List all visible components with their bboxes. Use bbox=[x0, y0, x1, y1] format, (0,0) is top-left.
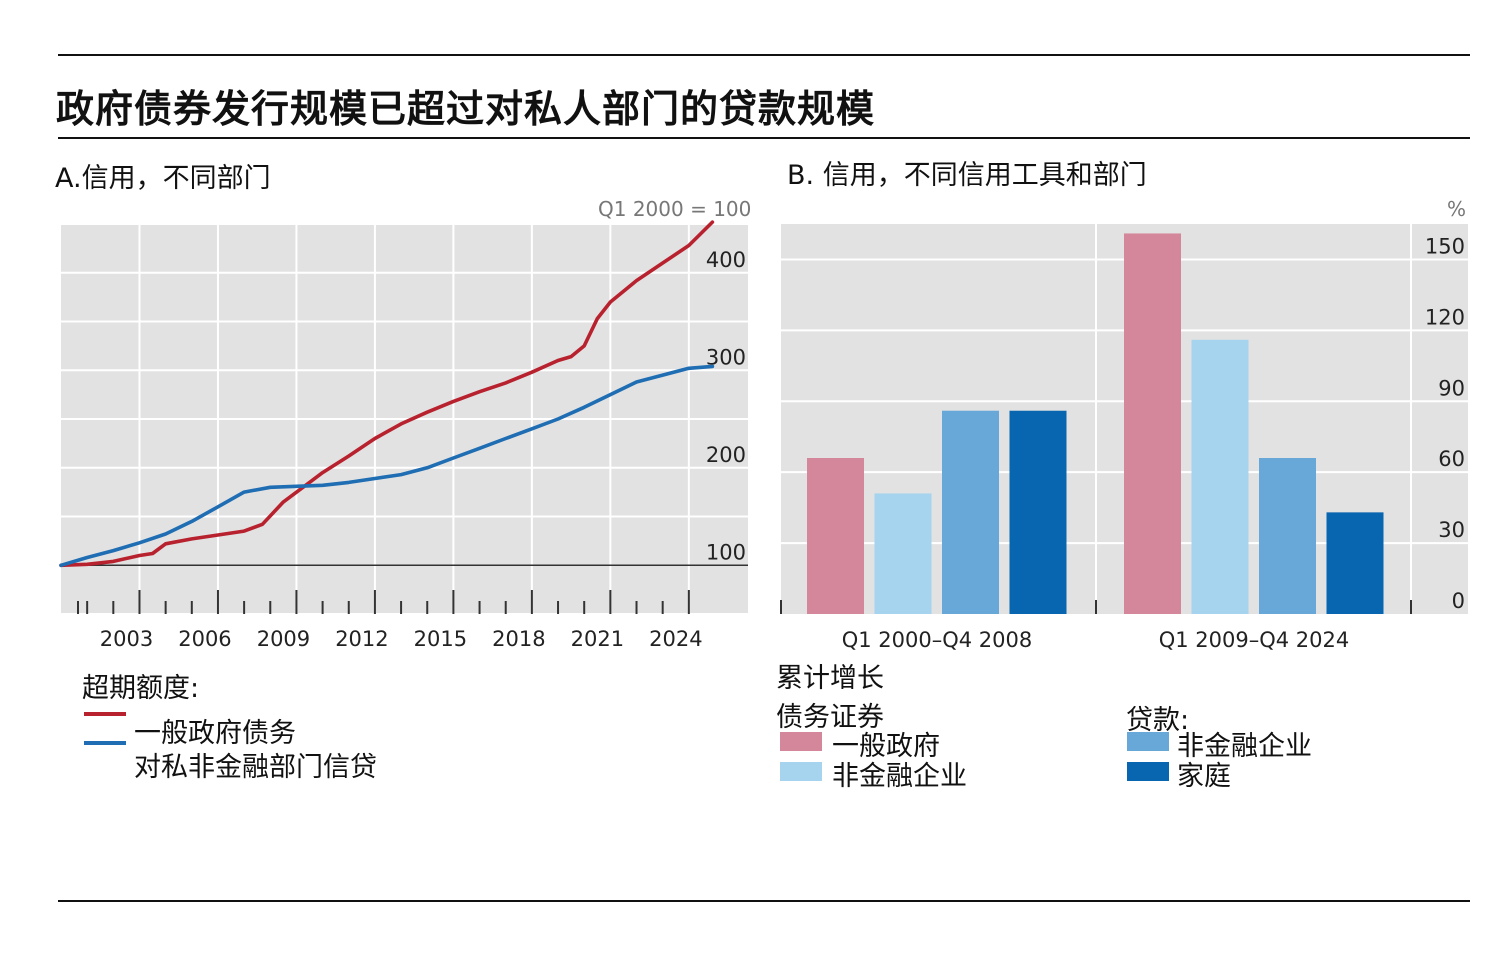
panel-a-legend-title: 超期额度: bbox=[82, 673, 200, 704]
x-category-label: Q1 2000–Q4 2008 bbox=[842, 628, 1033, 652]
legend-label-bar-4: 家庭 bbox=[1177, 761, 1231, 792]
legend-label-bar-2: 非金融企业 bbox=[832, 761, 967, 792]
panel-b-unit: % bbox=[1447, 197, 1467, 221]
series-line-private-credit bbox=[59, 364, 715, 568]
legend-swatch-bar-1 bbox=[780, 732, 822, 751]
legend-swatch-bar-4 bbox=[1127, 762, 1169, 781]
y-tick-label: 30 bbox=[1438, 518, 1465, 542]
bar bbox=[874, 493, 932, 614]
x-tick-label: 2015 bbox=[414, 627, 467, 651]
bar bbox=[1191, 339, 1249, 614]
y-tick-label: 0 bbox=[1452, 589, 1465, 613]
bar bbox=[1259, 458, 1316, 614]
series-line-government-debt bbox=[59, 220, 715, 568]
figure-title: 政府债券发行规模已超过对私人部门的贷款规模 bbox=[56, 87, 876, 131]
x-tick-label: 2012 bbox=[335, 627, 388, 651]
top-rule bbox=[58, 54, 1470, 56]
legend-swatch-private-credit bbox=[84, 741, 126, 745]
bar bbox=[1124, 233, 1181, 615]
x-tick-label: 2003 bbox=[100, 627, 153, 651]
y-tick-label: 90 bbox=[1438, 376, 1465, 400]
bottom-rule bbox=[58, 900, 1470, 902]
bar bbox=[1009, 410, 1067, 614]
legend-group-loans: 贷款: bbox=[1126, 705, 1190, 736]
legend-swatch-bar-2 bbox=[780, 762, 822, 781]
x-tick-label: 2009 bbox=[257, 627, 310, 651]
panel-a-unit: Q1 2000 = 100 bbox=[598, 197, 752, 221]
panel-a-title: A.信用，不同部门 bbox=[55, 163, 271, 194]
bar bbox=[1326, 512, 1384, 614]
title-rule bbox=[58, 137, 1470, 139]
y-tick-label: 60 bbox=[1438, 447, 1465, 471]
bar bbox=[807, 458, 864, 614]
y-tick-label: 100 bbox=[706, 540, 746, 564]
legend-group-debt-securities: 债务证券 bbox=[776, 702, 884, 733]
legend-label-private-credit: 对私非金融部门信贷 bbox=[134, 752, 377, 783]
y-tick-label: 150 bbox=[1425, 234, 1465, 258]
y-tick-label: 200 bbox=[706, 443, 746, 467]
x-tick-label: 2006 bbox=[178, 627, 231, 651]
legend-label-bar-3: 非金融企业 bbox=[1177, 731, 1312, 762]
x-tick-label: 2018 bbox=[492, 627, 545, 651]
legend-swatch-government-debt bbox=[84, 712, 126, 716]
y-tick-label: 400 bbox=[706, 248, 746, 272]
panel-b-title: B. 信用，不同信用工具和部门 bbox=[787, 160, 1147, 191]
bar bbox=[942, 410, 999, 614]
y-tick-label: 120 bbox=[1425, 305, 1465, 329]
x-tick-label: 2021 bbox=[571, 627, 624, 651]
legend-label-bar-1: 一般政府 bbox=[832, 731, 940, 762]
x-tick-label: 2024 bbox=[649, 627, 702, 651]
legend-swatch-bar-3 bbox=[1127, 732, 1169, 751]
x-category-label: Q1 2009–Q4 2024 bbox=[1159, 628, 1350, 652]
legend-label-government-debt: 一般政府债务 bbox=[134, 718, 296, 749]
panel-b-subtitle: 累计增长 bbox=[776, 663, 884, 694]
